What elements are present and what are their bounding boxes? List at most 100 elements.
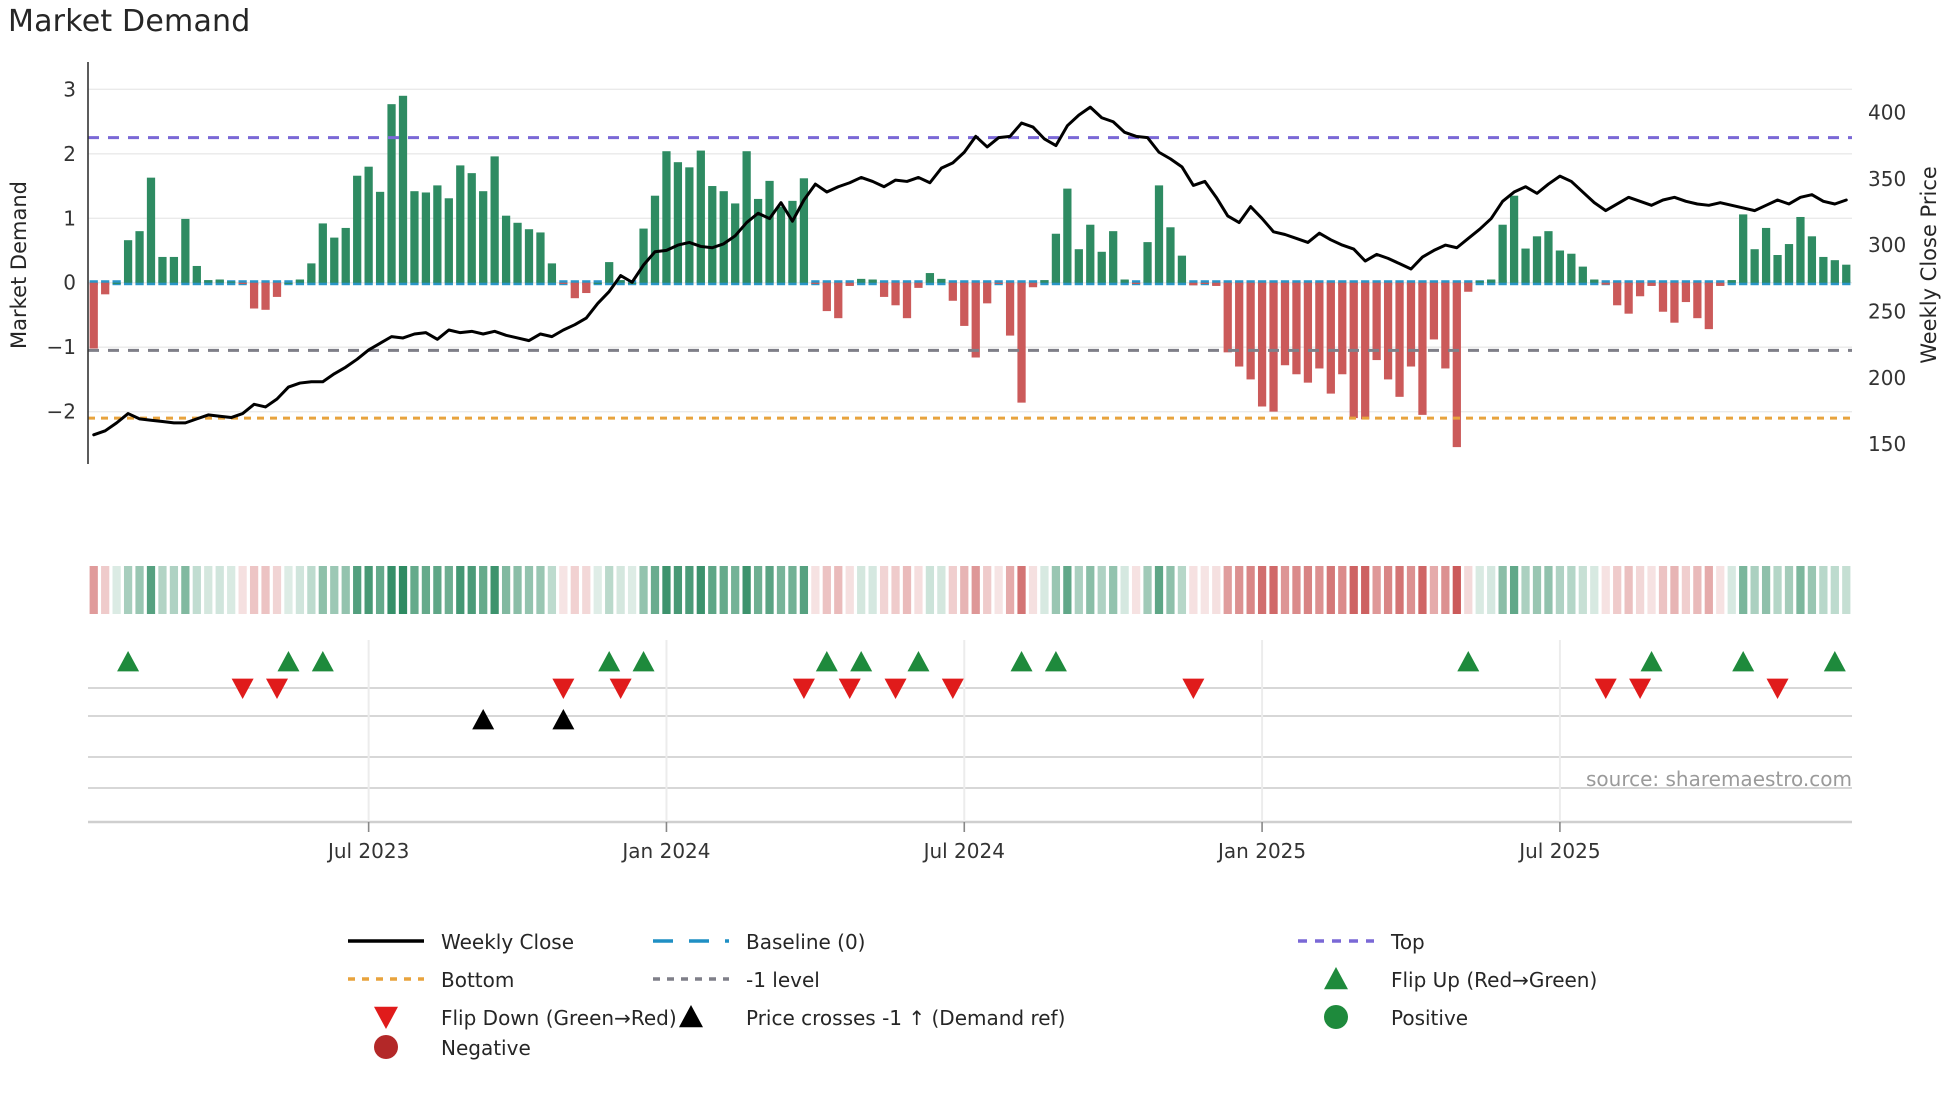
heatmap-cell	[1395, 566, 1404, 614]
demand-bar	[994, 282, 1003, 284]
flip-down-marker	[1594, 678, 1617, 699]
demand-bar	[490, 156, 499, 283]
legend-item[interactable]: Weekly Close	[348, 930, 574, 954]
heatmap-cell	[685, 566, 694, 614]
flip-up-marker	[311, 651, 334, 672]
demand-bar	[1372, 282, 1381, 361]
demand-bar	[1109, 231, 1118, 283]
legend-item[interactable]: Baseline (0)	[653, 930, 865, 954]
x-axis-tick-label: Jul 2023	[326, 839, 409, 863]
demand-bar	[1475, 280, 1484, 283]
right-axis-tick-label: 250	[1868, 299, 1906, 323]
legend-item[interactable]: Positive	[1324, 1005, 1468, 1030]
legend-item[interactable]: Flip Up (Red→Green)	[1324, 967, 1597, 992]
demand-bar	[1051, 233, 1061, 283]
heatmap-cell	[1017, 566, 1026, 614]
demand-bar	[353, 175, 362, 283]
left-axis-tick-label: 0	[63, 271, 76, 295]
right-axis-title: Weekly Close Price	[1917, 166, 1941, 364]
heatmap-cell	[1487, 566, 1496, 614]
heatmap-cell	[1005, 566, 1015, 614]
heatmap-cell	[1658, 566, 1668, 614]
legend-item-label: Positive	[1391, 1006, 1468, 1030]
heatmap-cell	[1257, 566, 1267, 614]
heatmap-cell	[1223, 566, 1232, 614]
legend-item[interactable]: Flip Down (Green→Red)	[374, 1006, 677, 1030]
heatmap-cell	[513, 566, 522, 614]
flip-up-marker	[598, 651, 621, 672]
demand-bar	[1246, 282, 1255, 380]
heatmap-cell	[192, 566, 201, 614]
demand-bar	[708, 186, 717, 283]
heatmap-cell	[1796, 566, 1805, 614]
heatmap-cell	[1521, 566, 1530, 614]
heatmap-cell	[765, 566, 774, 614]
heatmap-cell	[971, 566, 980, 614]
heatmap-cell	[811, 566, 820, 614]
heatmap-cell	[1819, 566, 1828, 614]
demand-bar	[272, 282, 282, 297]
legend-item-label: -1 level	[746, 968, 820, 992]
demand-bar	[1235, 282, 1244, 367]
heatmap-cell	[1131, 566, 1141, 614]
demand-bar	[1716, 282, 1725, 286]
heatmap-cell	[353, 566, 362, 614]
demand-bar	[1074, 249, 1083, 283]
flip-up-marker	[815, 651, 838, 672]
demand-bar	[169, 256, 179, 283]
heatmap-cell	[272, 566, 282, 614]
demand-bar	[902, 282, 912, 319]
heatmap-cell	[169, 566, 179, 614]
legend-item[interactable]: -1 level	[653, 968, 820, 992]
demand-bar	[1544, 231, 1553, 283]
heatmap-cell	[1842, 566, 1851, 614]
demand-bar	[776, 206, 786, 283]
demand-bar	[1406, 282, 1416, 367]
heatmap-cell	[719, 566, 728, 614]
demand-bar	[879, 282, 889, 297]
demand-bar	[696, 150, 705, 283]
heatmap-cell	[112, 566, 121, 614]
demand-bar	[1750, 249, 1759, 283]
demand-bar	[1796, 216, 1805, 283]
heatmap-cell	[834, 566, 843, 614]
legend-item[interactable]: Top	[1298, 930, 1425, 954]
heatmap-cell	[1349, 566, 1358, 614]
heatmap-cell	[857, 566, 866, 614]
heatmap-cell	[742, 566, 751, 614]
legend-item[interactable]: Negative	[374, 1035, 531, 1060]
demand-bar	[330, 237, 339, 283]
flip-up-swatch-icon	[1324, 967, 1348, 990]
legend-item[interactable]: Bottom	[348, 968, 514, 992]
demand-bar	[731, 203, 740, 283]
demand-bar	[1418, 282, 1427, 415]
heatmap-cell	[708, 566, 717, 614]
heatmap-cell	[1406, 566, 1416, 614]
heatmap-cell	[845, 566, 854, 614]
heatmap-cell	[1143, 566, 1152, 614]
demand-bar	[948, 282, 957, 301]
legend-item-label: Flip Up (Red→Green)	[1391, 968, 1597, 992]
heatmap-cell	[983, 566, 992, 614]
heatmap-cell	[1613, 566, 1622, 614]
demand-bar	[582, 282, 591, 294]
flip-up-marker	[1640, 651, 1663, 672]
demand-bar	[719, 191, 728, 283]
page-title: Market Demand	[8, 4, 251, 39]
heatmap-cell	[227, 566, 236, 614]
right-axis-tick-label: 300	[1868, 233, 1906, 257]
demand-bar	[89, 282, 98, 349]
heatmap-cell	[123, 566, 133, 614]
heatmap-cell	[387, 566, 396, 614]
heatmap-cell	[1475, 566, 1484, 614]
demand-bar	[192, 265, 201, 283]
axes: 3 2 1 0 −1 −2 400 350 300 250 200 150 Jul 2023 Jan 20…	[7, 62, 1941, 863]
heatmap-cell	[662, 566, 671, 614]
demand-bar	[1784, 244, 1794, 283]
flip-down-marker	[838, 678, 861, 699]
heatmap-cell	[1326, 566, 1335, 614]
heatmap-cell	[822, 566, 831, 614]
legend-item[interactable]: Price crosses -1 ↑ (Demand ref)	[679, 1005, 1065, 1030]
heatmap-cell	[650, 566, 660, 614]
